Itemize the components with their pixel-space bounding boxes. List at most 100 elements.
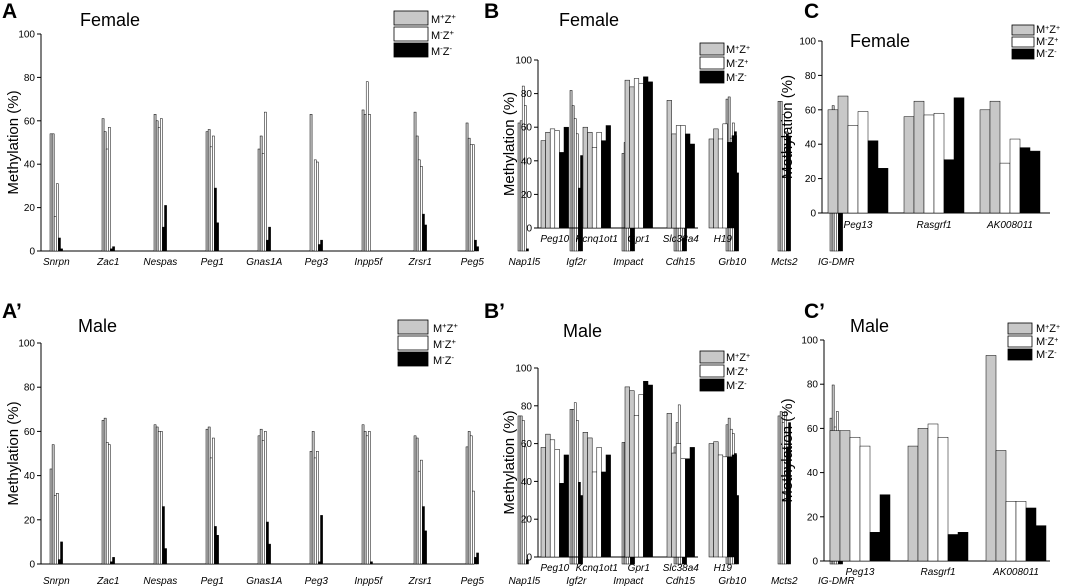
bar-ak008011-s2-r1 <box>999 162 1011 214</box>
bar-h19-s2-r1 <box>717 138 724 229</box>
bar-snrpn-s2-r2 <box>56 183 59 252</box>
bar-peg13-s1-r1 <box>827 109 839 214</box>
bar-rasgrf1-s1-r1 <box>907 445 919 562</box>
bar-peg1-s1-r1 <box>205 428 209 565</box>
y-tick-label: 0 <box>526 224 532 235</box>
bar-zrsr1-s2-r1 <box>417 470 421 565</box>
bar-peg13-s2-r2 <box>857 111 869 214</box>
bar-gnas1a-s2-r2 <box>264 431 267 565</box>
legend-label: M+Z+ <box>433 321 458 336</box>
bar-zrsr1-s1-r2 <box>415 437 419 565</box>
y-tick-label: 20 <box>805 174 817 185</box>
bar-peg5-s3-r2 <box>476 246 479 252</box>
x-tick-label: Snrpn <box>43 257 70 268</box>
y-tick-label: 60 <box>24 427 36 438</box>
bar-ak008011-s1-r2 <box>989 100 1001 214</box>
bar-kcnq1ot1-s2-r1 <box>591 147 598 229</box>
bar-mcts2-s3-r2 <box>788 135 791 252</box>
bar-peg10-s3-r2 <box>563 454 569 558</box>
bar-igf2r-s1-r2 <box>571 409 575 565</box>
bar-peg3-s2-r1 <box>313 159 317 252</box>
y-tick-label: 0 <box>29 560 35 571</box>
bar-nap1l5-s2-r2 <box>524 105 527 252</box>
bar-zac1-s3-r2 <box>112 557 115 565</box>
bar-slc38a4-s3-r1 <box>685 458 691 558</box>
bar-h19-s3-r1 <box>727 142 733 229</box>
bar-igf2r-s1-r1 <box>569 409 573 565</box>
bar-inpp5f-s1-r1 <box>361 109 365 252</box>
legend-label: M-Z+ <box>1036 36 1058 48</box>
legend-swatch <box>1011 48 1035 60</box>
x-tick-label: Peg1 <box>201 257 224 268</box>
y-tick-label: 60 <box>521 439 533 450</box>
legend-label: M-Z- <box>1036 48 1057 60</box>
bar-rasgrf1-s3-r2 <box>957 532 969 562</box>
y-tick-label: 80 <box>521 89 533 100</box>
bar-snrpn-s3-r1 <box>58 237 61 252</box>
bar-inpp5f-s1-r1 <box>361 424 365 565</box>
bar-peg5-s1-r1 <box>465 122 469 252</box>
y-axis-label: Methylation (%) <box>779 398 796 502</box>
bar-gnas1a-s3-r1 <box>266 239 269 252</box>
x-tick-label: Peg5 <box>461 576 485 586</box>
bar-rasgrf1-s2-r1 <box>923 114 935 214</box>
x-tick-label: Grb10 <box>718 257 746 268</box>
panel-label: B’ <box>484 300 505 323</box>
x-tick-label: Zrsr1 <box>408 576 432 586</box>
bar-h19-s3-r1 <box>727 456 733 558</box>
x-tick-label: Peg3 <box>305 576 329 586</box>
bar-igf2r-s2-r1 <box>573 118 577 252</box>
bar-peg10-s2-r1 <box>549 128 556 229</box>
legend-swatch <box>397 351 429 367</box>
bar-gpr1-s3-r2 <box>647 81 653 229</box>
x-tick-label: Peg10 <box>540 234 569 245</box>
bar-zrsr1-s1-r1 <box>413 435 417 565</box>
bar-nap1l5-s2-r1 <box>521 85 525 252</box>
panel-label: A <box>2 0 17 23</box>
bar-nespas-s1-r2 <box>155 120 159 252</box>
bar-igf2r-s2-r2 <box>576 420 579 565</box>
legend: M+Z+ M-Z+ M-Z- <box>699 350 750 392</box>
bar-nap1l5-s1-r1 <box>517 122 521 252</box>
x-tick-label: Igf2r <box>566 576 587 586</box>
bar-nap1l5-s3-r1 <box>526 248 529 252</box>
bar-zac1-s2-r1 <box>105 148 109 252</box>
legend-label: M+Z+ <box>1036 323 1060 335</box>
bar-peg1-s2-r2 <box>212 437 215 565</box>
bar-rasgrf1-s3-r1 <box>947 534 959 562</box>
bar-slc38a4-s2-r2 <box>680 125 686 229</box>
x-tick-label: AK008011 <box>992 567 1039 578</box>
bar-kcnq1ot1-s3-r2 <box>605 125 611 229</box>
x-tick-label: H19 <box>714 234 733 245</box>
bar-gpr1-s2-r2 <box>638 394 644 558</box>
legend-swatch <box>699 70 725 84</box>
legend: M+Z+ M-Z+ M-Z- <box>699 42 750 84</box>
bar-peg10-s3-r1 <box>559 483 565 558</box>
chart-title: Female <box>559 10 619 30</box>
bar-inpp5f-s3-r1 <box>370 561 373 565</box>
legend-label: M-Z- <box>1036 349 1057 361</box>
bar-nespas-s1-r1 <box>153 424 157 565</box>
bar-zac1-s3-r1 <box>110 561 113 565</box>
y-tick-label: 40 <box>24 160 36 171</box>
y-tick-label: 80 <box>521 401 533 412</box>
bar-peg13-s2-r1 <box>849 436 861 562</box>
x-tick-label: Gpr1 <box>628 234 650 245</box>
bar-gpr1-s3-r1 <box>643 76 649 229</box>
bar-zac1-s3-r2 <box>112 246 115 252</box>
bar-peg5-s2-r2 <box>472 144 475 252</box>
bar-ak008011-s1-r1 <box>979 109 991 214</box>
bar-igf2r-s3-r2 <box>580 155 583 252</box>
y-tick-label: 20 <box>521 190 533 201</box>
bar-gpr1-s1-r2 <box>629 390 635 558</box>
panel-label: C <box>804 0 819 23</box>
x-tick-label: Peg10 <box>540 563 569 574</box>
x-tick-label: Grb10 <box>718 576 746 586</box>
legend-label: M-Z- <box>431 44 452 59</box>
bar-snrpn-s2-r1 <box>53 216 57 252</box>
y-tick-label: 100 <box>515 56 532 67</box>
bar-zrsr1-s1-r2 <box>415 135 419 252</box>
y-axis-label: Methylation (%) <box>501 410 518 514</box>
bar-gnas1a-s2-r1 <box>261 153 265 252</box>
legend-swatch <box>393 10 429 26</box>
